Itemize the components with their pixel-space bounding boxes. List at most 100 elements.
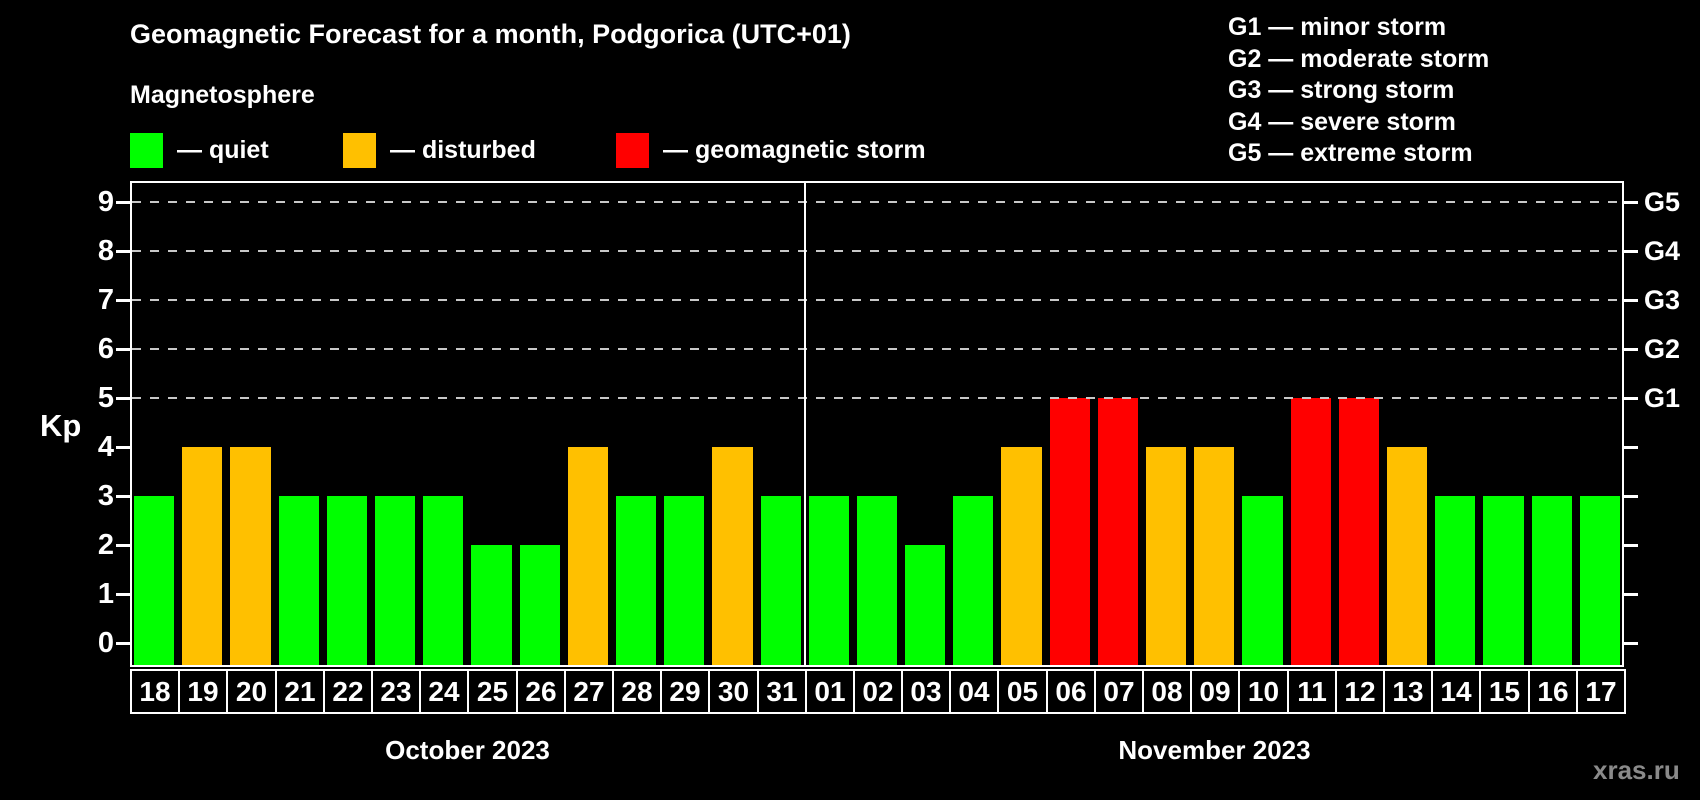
chart-subtitle: Magnetosphere: [130, 81, 315, 109]
date-cell: 22: [323, 669, 373, 714]
y-axis-tick-label: 4: [97, 431, 114, 463]
y-axis-tick-label: 1: [97, 578, 114, 610]
y-axis-tick-label: 8: [97, 235, 114, 267]
legend-label-quiet: — quiet: [177, 135, 269, 164]
g-scale-line-g4: G4 — severe storm: [1228, 107, 1456, 136]
date-cell: 26: [516, 669, 566, 714]
date-cell: 07: [1094, 669, 1144, 714]
gridline: [132, 201, 1622, 203]
date-cell: 17: [1576, 669, 1626, 714]
plot-frame: [130, 181, 1624, 667]
date-cell: 21: [275, 669, 325, 714]
kp-bar: [279, 496, 319, 665]
axis-tick-right: [1624, 593, 1638, 596]
g-axis-label: G2: [1644, 334, 1681, 364]
axis-tick-left: [116, 593, 130, 596]
axis-tick-right: [1624, 348, 1638, 351]
storm-color-swatch: [616, 132, 649, 168]
kp-bar: [423, 496, 463, 665]
kp-bar: [1483, 496, 1524, 665]
y-axis-tick-label: 2: [97, 529, 114, 561]
date-cell: 20: [226, 669, 277, 714]
axis-tick-right: [1624, 544, 1638, 547]
date-cell: 23: [371, 669, 421, 714]
date-cell: 04: [949, 669, 999, 714]
axis-tick-right: [1624, 250, 1638, 253]
date-cell: 12: [1335, 669, 1385, 714]
date-cell: 09: [1190, 669, 1240, 714]
kp-bar: [761, 496, 801, 665]
date-cell: 28: [612, 669, 662, 714]
date-cell: 25: [467, 669, 518, 714]
axis-tick-right: [1624, 642, 1638, 645]
axis-tick-left: [116, 544, 130, 547]
date-cell: 11: [1287, 669, 1337, 714]
kp-bar: [520, 545, 560, 665]
gridline: [132, 348, 1622, 350]
kp-bar: [134, 496, 174, 665]
kp-bar: [905, 545, 945, 665]
kp-bar: [182, 447, 222, 665]
kp-bar: [857, 496, 897, 665]
y-axis-tick-label: 0: [97, 627, 114, 659]
axis-tick-left: [116, 446, 130, 449]
date-cell: 02: [853, 669, 903, 714]
legend-label-storm: — geomagnetic storm: [663, 135, 926, 164]
date-cell: 05: [997, 669, 1048, 714]
kp-bar: [1098, 398, 1138, 665]
g-axis-label: G1: [1644, 383, 1681, 413]
y-axis-tick-label: 3: [97, 480, 114, 512]
axis-tick-left: [116, 348, 130, 351]
axis-tick-left: [116, 299, 130, 302]
kp-bar: [327, 496, 367, 665]
chart-title: Geomagnetic Forecast for a month, Podgor…: [130, 19, 851, 49]
axis-tick-left: [116, 397, 130, 400]
axis-tick-left: [116, 201, 130, 204]
kp-bar: [1291, 398, 1331, 665]
kp-bar: [471, 545, 512, 665]
legend-label-disturbed: — disturbed: [390, 135, 536, 164]
kp-bar: [664, 496, 704, 665]
kp-bar: [1532, 496, 1572, 665]
y-axis-tick-label: 5: [97, 382, 114, 414]
kp-bar: [375, 496, 415, 665]
legend-item-quiet: — quiet: [130, 132, 269, 168]
y-axis-tick-label: 9: [97, 186, 114, 218]
axis-tick-right: [1624, 397, 1638, 400]
kp-bar: [953, 496, 993, 665]
legend-item-disturbed: — disturbed: [343, 132, 536, 168]
kp-bar: [1387, 447, 1427, 665]
kp-bar: [1339, 398, 1379, 665]
date-cell: 27: [564, 669, 614, 714]
kp-bar: [712, 447, 753, 665]
y-axis-tick-label: 7: [97, 284, 114, 316]
kp-bar: [1146, 447, 1186, 665]
axis-tick-right: [1624, 495, 1638, 498]
date-cell: 24: [419, 669, 469, 714]
g-axis-label: G3: [1644, 285, 1681, 315]
gridline: [132, 397, 1622, 399]
kp-bar: [1580, 496, 1620, 665]
g-scale-line-g5: G5 — extreme storm: [1228, 139, 1473, 167]
date-cell: 14: [1431, 669, 1481, 714]
disturbed-color-swatch: [343, 132, 376, 168]
g-axis-label: G5: [1644, 187, 1681, 217]
kp-bar: [1194, 447, 1234, 665]
date-cell: 03: [901, 669, 951, 714]
kp-bar: [1001, 447, 1042, 665]
month-divider-line: [804, 183, 806, 665]
y-axis-label: Kp: [40, 408, 82, 443]
g-scale-line-g1: G1 — minor storm: [1228, 13, 1447, 41]
date-cell: 15: [1479, 669, 1530, 714]
date-cell: 30: [708, 669, 759, 714]
kp-bar: [1242, 496, 1283, 665]
y-axis-tick-label: 6: [97, 333, 114, 365]
g-scale-legend: G1 — minor storm G2 — moderate storm G3 …: [1228, 12, 1489, 170]
date-cell: 13: [1383, 669, 1433, 714]
g-scale-line-g2: G2 — moderate storm: [1228, 44, 1490, 73]
axis-tick-left: [116, 495, 130, 498]
axis-tick-right: [1624, 299, 1638, 302]
month-label: November 2023: [1118, 735, 1311, 765]
date-cell: 19: [178, 669, 228, 714]
